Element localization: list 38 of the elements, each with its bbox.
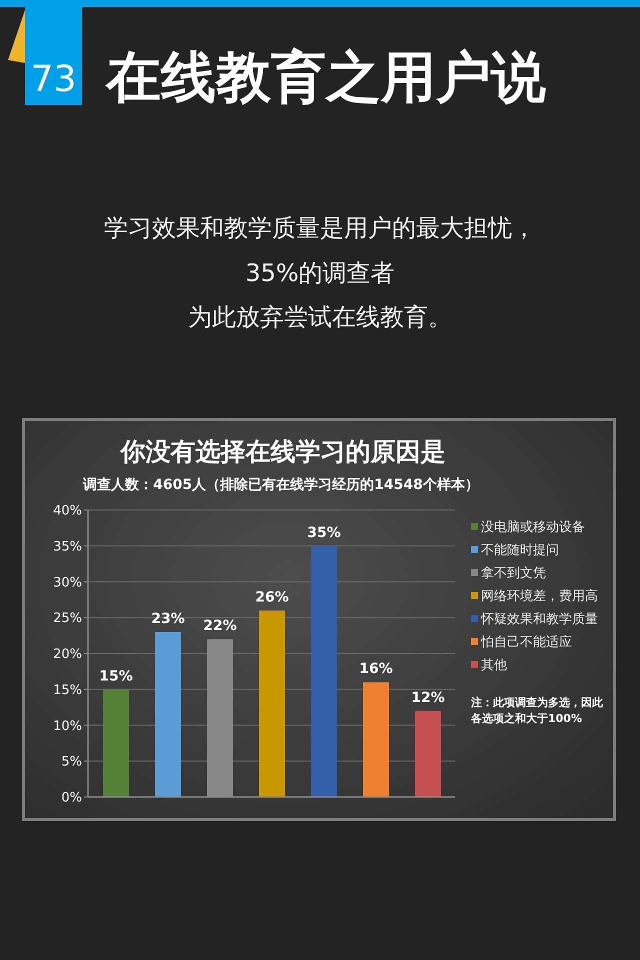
legend-label: 怀疑效果和教学质量 — [481, 610, 598, 628]
data-label: 15% — [99, 668, 133, 684]
text: 35%的调查者 — [244, 258, 396, 288]
bar — [155, 632, 181, 797]
legend-label: 网络环境差，费用高 — [481, 588, 598, 604]
chart-subtitle: 调查人数：4605人（排除已有在线学习经历的14548个样本） — [82, 476, 480, 494]
data-label: 26% — [255, 589, 289, 606]
text: 为此放弃尝试在线教育。 — [187, 302, 453, 333]
data-label: 35% — [307, 524, 341, 541]
y-tick-label: 30% — [53, 575, 82, 590]
text: 73 — [30, 59, 78, 100]
chart-title: 你没有选择在线学习的原因是 — [118, 437, 446, 467]
data-label: 16% — [359, 661, 393, 678]
text: 注：此项调查为多选，因此各选项之和大于100% — [471, 695, 604, 727]
y-tick-label: 35% — [53, 539, 82, 554]
data-label: 12% — [411, 690, 445, 706]
y-tick-label: 10% — [53, 718, 82, 734]
bar — [311, 546, 337, 797]
bar — [103, 689, 129, 797]
legend-label: 其他 — [481, 656, 507, 674]
y-tick-label: 20% — [53, 647, 82, 662]
bar — [415, 710, 441, 797]
legend-label: 不能随时提问 — [481, 542, 559, 558]
y-tick-label: 15% — [53, 682, 82, 698]
bar — [207, 639, 233, 797]
bar — [363, 682, 389, 797]
bar — [259, 610, 285, 797]
y-tick-label: 25% — [53, 611, 82, 626]
text: 学习效果和教学质量是用户的最大担忧， — [103, 213, 537, 244]
y-tick-label: 0% — [61, 790, 82, 806]
legend-label: 没电脑或移动设备 — [481, 518, 585, 536]
data-label: 23% — [151, 610, 185, 627]
y-tick-label: 40% — [53, 504, 82, 519]
data-label: 22% — [203, 618, 237, 634]
legend-label: 拿不到文凭 — [481, 564, 546, 582]
text: 在线教育之用户说 — [106, 44, 546, 110]
y-tick-label: 5% — [61, 754, 82, 770]
legend-label: 怕自己不能适应 — [481, 634, 572, 650]
